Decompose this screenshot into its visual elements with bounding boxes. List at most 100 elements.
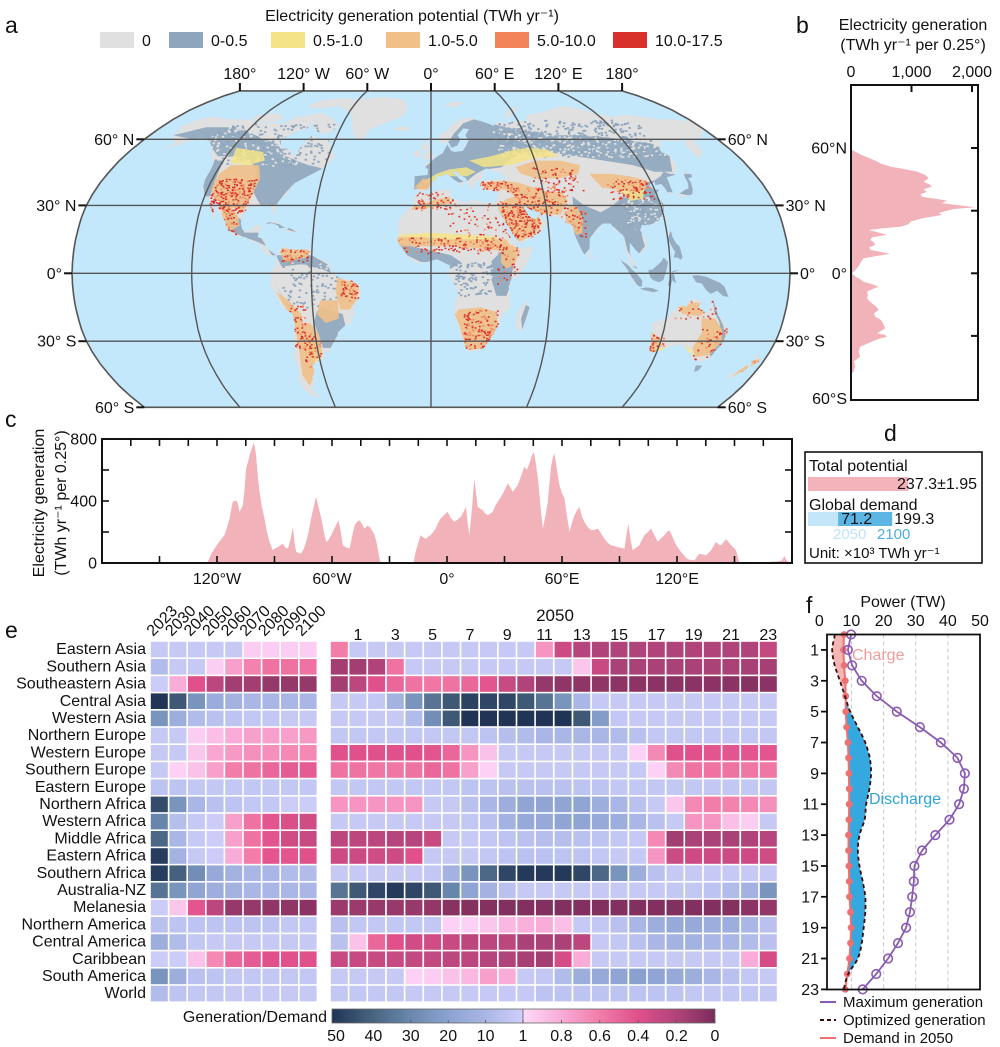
legend-label: 10.0-17.5 [655, 33, 723, 50]
maximum-generation-point [916, 845, 928, 856]
heatmap-cell-hourly [442, 831, 460, 847]
heatmap-cell-yearly [243, 865, 261, 881]
heatmap-cell-hourly [741, 693, 759, 709]
heatmap-cell-yearly [281, 899, 298, 916]
hour-column-label: 17 [648, 627, 666, 644]
heatmap-cell-hourly [554, 710, 572, 727]
latitude-profile-chart: 0 1,000 2,000 60°N 0° 60°S [811, 64, 992, 408]
heatmap-cell-yearly [243, 676, 261, 692]
lon-tick-label: 120° E [534, 66, 582, 83]
heatmap-cell-hourly [666, 882, 684, 899]
heatmap-cell-hourly [647, 882, 665, 899]
heatmap-cell-hourly [498, 710, 516, 727]
x-tick-label: 50 [971, 613, 989, 630]
heatmap-cell-yearly [299, 779, 317, 795]
total-potential-label: Total potential [809, 458, 908, 475]
heatmap-cell-hourly [591, 779, 609, 795]
heatmap-cell-hourly [498, 882, 516, 899]
heatmap-cell-hourly [480, 951, 497, 967]
lat-tick-label-left: 0° [47, 266, 62, 283]
heatmap-cell-yearly [188, 727, 205, 744]
heatmap-cell-hourly [368, 796, 386, 813]
heatmap-cell-hourly [517, 882, 535, 899]
heatmap-cell-yearly [150, 745, 168, 761]
heatmap-cell-hourly [405, 641, 423, 658]
heatmap-cell-yearly [225, 848, 243, 864]
x-tick-label: 1,000 [891, 64, 931, 81]
total-potential-bar [808, 477, 909, 491]
heatmap-cell-hourly [386, 727, 404, 744]
heatmap-cell-yearly [262, 796, 280, 813]
heatmap-cell-yearly [281, 762, 298, 778]
maximum-generation-point [846, 660, 858, 671]
heatmap-cell-hourly [554, 951, 572, 967]
heatmap-cell-hourly [442, 710, 460, 727]
heatmap-cell-hourly [330, 779, 348, 795]
longitude-profile-ylabel: Electricity generation [31, 429, 48, 578]
heatmap-cell-yearly [281, 745, 298, 761]
heatmap-cell-hourly [386, 659, 404, 675]
heatmap-cell-yearly [225, 779, 243, 795]
potential-region-moderate [469, 147, 559, 168]
heatmap-cell-yearly [299, 917, 317, 933]
heatmap-cell-hourly [759, 762, 777, 778]
maximum-generation-point [882, 953, 894, 964]
heatmap-cell-hourly [480, 762, 497, 778]
heatmap-cell-yearly [281, 641, 298, 658]
heatmap-cell-hourly [442, 641, 460, 658]
colorbar-tick-label: 0.6 [589, 1028, 611, 1045]
potential-region-medium [397, 237, 511, 251]
heatmap-cell-hourly [647, 848, 665, 864]
heatmap-cell-hourly [741, 985, 759, 1002]
potential-region-low [397, 241, 461, 269]
heatmap-cell-hourly [461, 779, 479, 795]
heatmap-cell-yearly [225, 762, 243, 778]
heatmap-cell-hourly [741, 762, 759, 778]
heatmap-cell-yearly [206, 813, 224, 830]
heatmap-cell-yearly [206, 831, 224, 847]
heatmap-cell-hourly [480, 882, 497, 899]
heatmap-cell-hourly [591, 968, 609, 985]
heatmap-cell-hourly [573, 745, 591, 761]
heatmap-cell-hourly [703, 745, 721, 761]
heatmap-cell-yearly [225, 813, 243, 830]
heatmap-cell-hourly [647, 659, 665, 675]
heatmap-cell-hourly [386, 968, 404, 985]
heatmap-cell-yearly [243, 882, 261, 899]
heatmap-cell-hourly [685, 917, 703, 933]
colorbar-below-1 [522, 1008, 716, 1024]
heatmap-cell-yearly [299, 865, 317, 881]
lon-tick-label: 120° W [277, 66, 331, 83]
heatmap-cell-hourly [685, 727, 703, 744]
heatmap-cell-hourly [461, 727, 479, 744]
heatmap-cell-hourly [386, 882, 404, 899]
region-label: Western Africa [42, 813, 146, 830]
heatmap-cell-yearly [206, 779, 224, 795]
heatmap-cell-yearly [299, 796, 317, 813]
heatmap-cell-hourly [480, 676, 497, 692]
heatmap-cell-hourly [442, 693, 460, 709]
global-demand-label: Global demand [809, 497, 918, 514]
heatmap-cell-yearly [225, 968, 243, 985]
heatmap-cell-hourly [349, 899, 367, 916]
heatmap-cell-yearly [188, 865, 205, 881]
heatmap-cell-hourly [647, 676, 665, 692]
heatmap-cell-hourly [685, 641, 703, 658]
heatmap-cell-yearly [188, 779, 205, 795]
heatmap-cell-hourly [535, 676, 553, 692]
heatmap-cell-yearly [188, 676, 205, 692]
landmass [302, 113, 340, 134]
legend-label: 0.5-1.0 [313, 33, 363, 50]
heatmap-cell-hourly [647, 951, 665, 967]
heatmap-cell-hourly [480, 917, 497, 933]
heatmap-cell-hourly [610, 693, 628, 709]
landmass [394, 126, 411, 132]
heatmap-cell-hourly [722, 676, 740, 692]
heatmap-cell-yearly [262, 779, 280, 795]
heatmap-cell-hourly [685, 831, 703, 847]
heatmap-cell-yearly [169, 796, 187, 813]
heatmap-cell-hourly [405, 934, 423, 950]
heatmap-cell-hourly [349, 641, 367, 658]
heatmap-cell-yearly [188, 917, 205, 933]
